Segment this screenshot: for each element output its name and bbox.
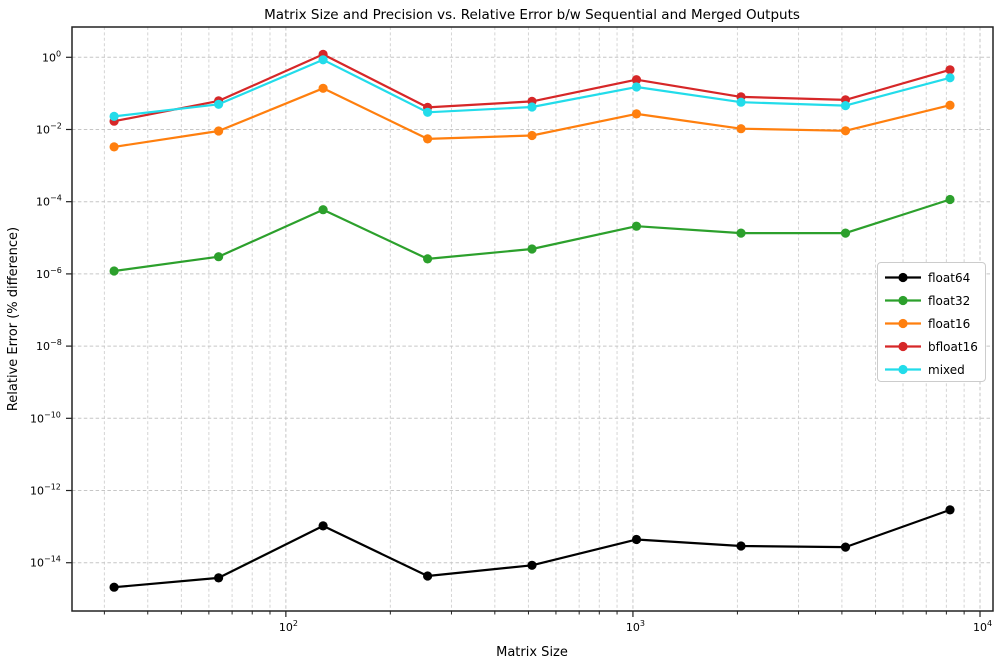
series-line-float32 bbox=[113, 198, 951, 273]
data-point-float64-8192 bbox=[945, 505, 955, 515]
data-point-float32-32 bbox=[109, 266, 119, 276]
data-point-float16-512 bbox=[527, 130, 537, 141]
data-point-float64-1024 bbox=[631, 534, 642, 545]
data-point-mixed-1024 bbox=[631, 82, 642, 92]
legend-label: float32 bbox=[928, 294, 970, 308]
axis-tick-label: 100 bbox=[42, 49, 61, 64]
data-point-mixed-256 bbox=[423, 107, 433, 117]
minor-gridlines bbox=[103, 27, 965, 611]
data-point-float16-1024 bbox=[631, 109, 642, 119]
legend-marker-float64 bbox=[898, 272, 908, 283]
data-point-float64-512 bbox=[527, 560, 537, 570]
data-point-float32-512 bbox=[527, 244, 537, 254]
data-point-float16-32 bbox=[109, 142, 119, 152]
plot-area-border bbox=[71, 26, 994, 612]
data-point-mixed-512 bbox=[527, 102, 537, 112]
axis-tick-label: 102 bbox=[279, 619, 298, 634]
series-line-float64 bbox=[114, 508, 951, 589]
data-point-float64-32 bbox=[109, 582, 119, 592]
axis-tick-label: 10−8 bbox=[36, 338, 62, 353]
axis-ticks bbox=[66, 56, 981, 617]
data-point-mixed-128 bbox=[318, 55, 328, 65]
legend-marker-float32 bbox=[898, 295, 908, 306]
data-point-float16-128 bbox=[318, 83, 328, 93]
legend-entry-mixed: mixed bbox=[885, 363, 965, 377]
chart-title: Matrix Size and Precision vs. Relative E… bbox=[264, 7, 800, 23]
axis-tick-label: 10−4 bbox=[36, 194, 62, 209]
data-point-float32-64 bbox=[214, 252, 224, 262]
x-axis-label: Matrix Size bbox=[496, 645, 568, 660]
data-point-float64-128 bbox=[318, 521, 328, 531]
data-point-float16-4096 bbox=[840, 126, 851, 136]
data-point-float16-8192 bbox=[945, 100, 955, 110]
data-point-mixed-8192 bbox=[945, 73, 955, 83]
legend-entry-float16: float16 bbox=[885, 317, 970, 331]
axis-tick-label: 104 bbox=[973, 619, 992, 634]
data-point-mixed-2048 bbox=[736, 97, 746, 107]
data-point-mixed-64 bbox=[214, 99, 224, 109]
axis-tick-label: 10−2 bbox=[36, 121, 62, 136]
legend-label: bfloat16 bbox=[928, 340, 978, 354]
data-point-float64-64 bbox=[214, 573, 224, 583]
data-point-mixed-4096 bbox=[840, 101, 851, 111]
data-series bbox=[109, 49, 955, 592]
data-point-bfloat16-8192 bbox=[945, 65, 955, 75]
data-point-float32-2048 bbox=[736, 228, 746, 238]
data-point-float16-256 bbox=[423, 134, 433, 144]
legend-entry-float64: float64 bbox=[885, 271, 970, 285]
axis-tick-label: 10−14 bbox=[30, 555, 61, 570]
axis-tick-label: 103 bbox=[626, 619, 645, 634]
data-point-float16-2048 bbox=[736, 124, 746, 134]
data-point-float32-4096 bbox=[840, 228, 851, 238]
axis-tick-labels: 102 103 104 100 10−2 10−4 10−6 10−8 10−10 10−12 10… bbox=[30, 49, 992, 634]
legend-entry-float32: float32 bbox=[885, 294, 970, 308]
data-point-mixed-32 bbox=[109, 111, 119, 121]
legend-marker-mixed bbox=[898, 364, 908, 375]
legend-marker-bfloat16 bbox=[898, 341, 908, 352]
legend: float64 float32 float16 bfloat16 mixed bbox=[877, 262, 986, 382]
data-point-float32-8192 bbox=[945, 194, 955, 205]
data-point-float64-4096 bbox=[840, 542, 851, 552]
data-point-float16-64 bbox=[214, 126, 224, 136]
data-point-float32-256 bbox=[423, 254, 433, 264]
legend-label: float64 bbox=[928, 271, 970, 285]
legend-marker-float16 bbox=[898, 318, 908, 329]
data-point-float64-256 bbox=[423, 571, 433, 581]
legend-box bbox=[877, 262, 986, 382]
data-point-float32-1024 bbox=[631, 221, 642, 231]
legend-label: float16 bbox=[928, 317, 970, 331]
y-axis-label: Relative Error (% difference) bbox=[6, 227, 21, 411]
data-point-float64-2048 bbox=[736, 541, 746, 551]
legend-entry-bfloat16: bfloat16 bbox=[885, 340, 978, 354]
data-point-bfloat16-1024 bbox=[631, 75, 642, 85]
major-gridlines bbox=[72, 27, 993, 611]
axis-tick-label: 10−10 bbox=[30, 410, 61, 425]
axis-tick-label: 10−12 bbox=[30, 483, 61, 498]
legend-label: mixed bbox=[928, 363, 965, 377]
data-point-float32-128 bbox=[318, 205, 328, 215]
axis-tick-label: 10−6 bbox=[36, 266, 62, 281]
